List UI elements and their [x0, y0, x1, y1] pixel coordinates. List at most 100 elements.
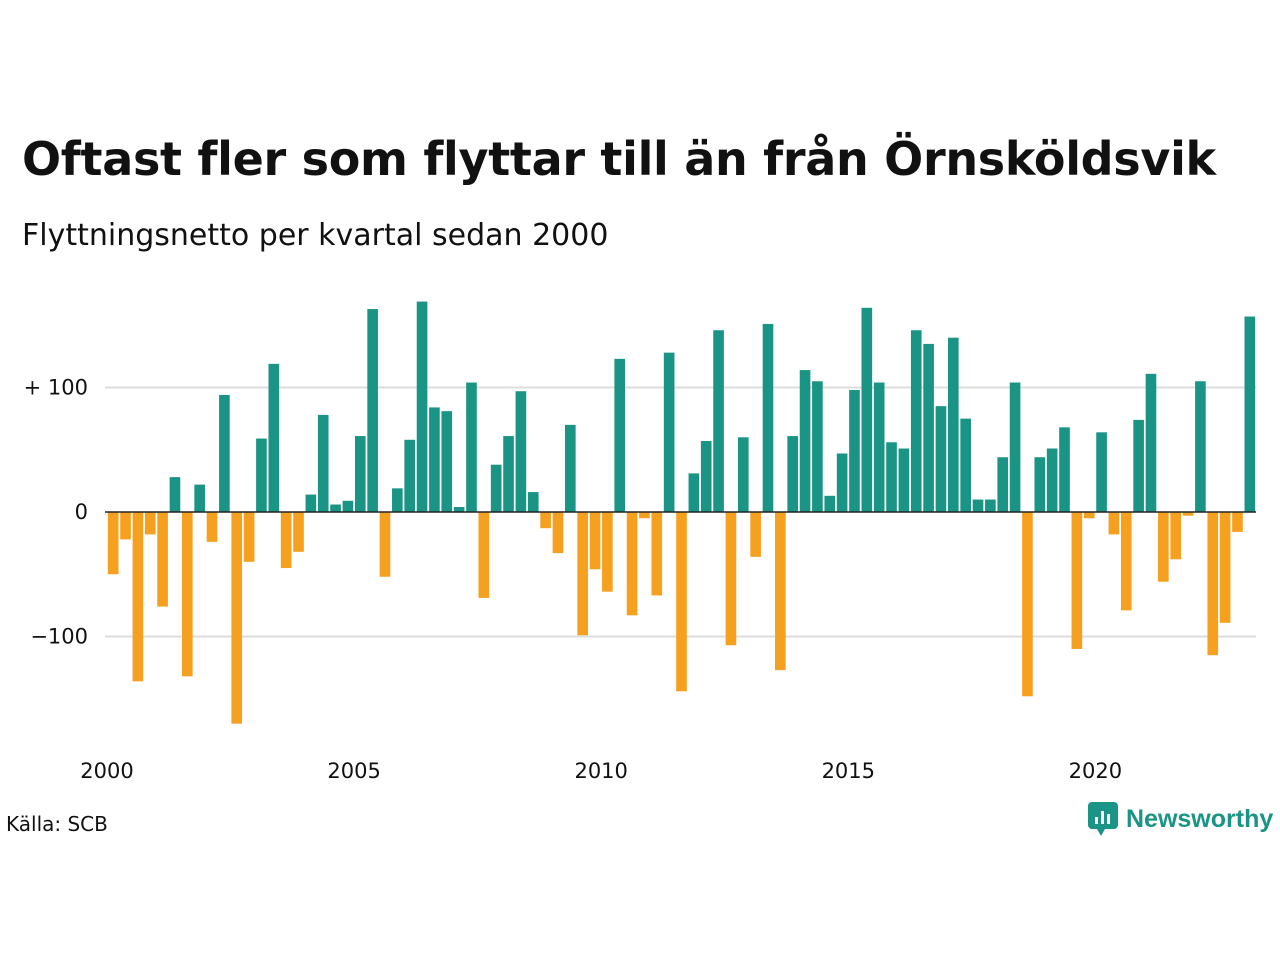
- y-tick-label: 0: [75, 500, 88, 524]
- bar: [552, 512, 564, 554]
- bar: [1022, 512, 1033, 697]
- bar: [935, 406, 947, 512]
- bar: [1083, 512, 1095, 519]
- bar: [280, 512, 292, 569]
- bar: [873, 382, 885, 512]
- x-tick-label: 2010: [574, 759, 627, 783]
- bar: [676, 512, 687, 692]
- bar: [1059, 427, 1070, 512]
- bar: [490, 464, 502, 512]
- bar: [923, 343, 934, 512]
- x-tick-label: 2005: [327, 759, 380, 783]
- bar: [416, 301, 428, 512]
- bar: [527, 492, 539, 512]
- bar: [1108, 512, 1120, 535]
- chart-subtitle: Flyttningsnetto per kvartal sedan 2000: [22, 218, 609, 253]
- y-tick-label: −100: [30, 625, 88, 649]
- bar: [787, 436, 799, 513]
- bar: [268, 363, 280, 512]
- bar: [1170, 512, 1182, 560]
- chart-title: Oftast fler som flyttar till än från Örn…: [22, 132, 1216, 186]
- bar: [910, 330, 922, 512]
- bar: [206, 512, 218, 542]
- bar: [392, 488, 403, 512]
- bar: [762, 324, 774, 512]
- bar: [812, 381, 823, 512]
- bar: [614, 358, 626, 512]
- bar: [453, 507, 465, 512]
- bar: [429, 407, 440, 512]
- bar: [503, 436, 514, 513]
- x-tick-label: 2020: [1069, 759, 1122, 783]
- newsworthy-logo-icon: [1088, 802, 1118, 836]
- bar: [293, 512, 304, 552]
- bar: [564, 424, 576, 512]
- bar: [441, 411, 453, 512]
- bar: [861, 307, 873, 512]
- bar: [478, 512, 490, 598]
- bar: [169, 477, 181, 512]
- bar: [639, 512, 650, 519]
- bar: [775, 512, 786, 671]
- bar: [1219, 512, 1231, 623]
- bar: [342, 500, 354, 512]
- bar: [132, 512, 144, 682]
- bar: [824, 495, 836, 512]
- bar: [1145, 373, 1157, 512]
- x-tick-label: 2000: [80, 759, 133, 783]
- bar: [466, 382, 477, 512]
- bar: [651, 512, 663, 596]
- bar: [577, 512, 588, 636]
- bar: [997, 457, 1009, 512]
- x-tick-label: 2015: [822, 759, 875, 783]
- bar: [1232, 512, 1243, 532]
- bar: [219, 394, 230, 512]
- bar: [985, 499, 996, 512]
- bar: [972, 499, 984, 512]
- bar: [750, 512, 761, 557]
- bar: [107, 512, 119, 575]
- y-tick-label: + 100: [24, 376, 88, 400]
- bar: [515, 391, 527, 512]
- bar: [1244, 316, 1256, 512]
- brand-name: Newsworthy: [1126, 804, 1274, 833]
- bar: [849, 389, 860, 512]
- bar: [1009, 382, 1021, 512]
- bar: [1046, 448, 1058, 512]
- bar: [725, 512, 737, 646]
- bar: [700, 441, 712, 512]
- bar: [120, 512, 131, 540]
- source-note: Källa: SCB: [6, 812, 108, 836]
- bar: [404, 439, 416, 512]
- bar: [144, 512, 156, 535]
- bar-chart: + 100 0 −100 2000 2005 2010 2015 2020: [24, 301, 1256, 783]
- bar: [540, 512, 551, 529]
- bar: [799, 370, 811, 512]
- bar: [1158, 512, 1169, 582]
- bar: [330, 504, 341, 512]
- bar: [1096, 432, 1107, 512]
- bar: [1133, 419, 1144, 512]
- bar: [1182, 512, 1194, 516]
- bar: [181, 512, 193, 677]
- bar: [737, 437, 749, 512]
- bar: [1071, 512, 1083, 649]
- bar: [1195, 381, 1206, 512]
- bar: [836, 453, 848, 512]
- bar: [713, 330, 724, 512]
- bar: [589, 512, 601, 570]
- bar: [243, 512, 255, 562]
- bar: [688, 473, 700, 513]
- bar: [947, 337, 959, 512]
- bar: [354, 436, 366, 513]
- bar: [602, 512, 613, 592]
- brand-logo: Newsworthy: [1088, 802, 1273, 836]
- bar: [379, 512, 391, 577]
- bar: [317, 414, 329, 512]
- bar: [1207, 512, 1219, 656]
- bar: [960, 418, 971, 513]
- bar: [1120, 512, 1132, 611]
- bar: [305, 494, 317, 512]
- bar: [886, 442, 897, 512]
- bar: [367, 309, 378, 512]
